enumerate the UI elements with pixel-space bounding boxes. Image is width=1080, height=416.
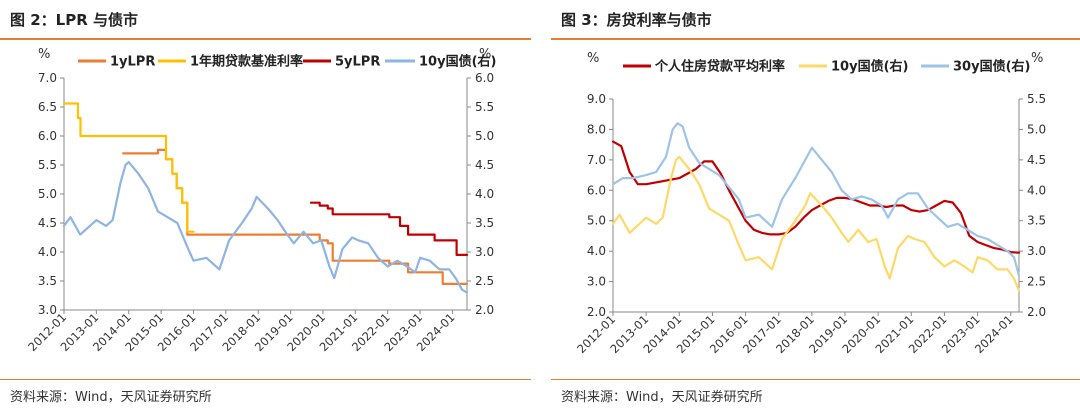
series-line-1	[62, 102, 195, 233]
y-tick-label-right: 3.0	[475, 245, 494, 259]
y-unit-right: %	[479, 47, 491, 62]
y-tick-label-right: 6.0	[475, 71, 494, 85]
title-divider	[551, 38, 1080, 40]
source-divider	[0, 379, 531, 380]
legend-label: 5yLPR	[335, 55, 380, 70]
series-line-3	[62, 161, 469, 294]
chart-title: 图 2：LPR 与债市	[10, 11, 138, 29]
source-note: 资料来源：Wind，天风证券研究所	[561, 390, 763, 405]
y-tick-label-left: 5.0	[587, 214, 606, 228]
y-tick-label-left: 9.0	[587, 92, 606, 106]
y-tick-label-right: 4.0	[475, 187, 494, 201]
y-tick-label-left: 4.0	[587, 244, 606, 258]
legend-label: 10y国债(右)	[831, 59, 908, 75]
y-tick-label-left: 7.0	[587, 153, 606, 167]
y-tick-label-left: 6.0	[38, 129, 57, 143]
legend-label: 个人住房贷款平均利率	[654, 59, 785, 75]
y-tick-label-left: 5.0	[38, 187, 57, 201]
y-tick-label-left: 3.5	[38, 274, 57, 288]
y-tick-label-right: 5.5	[475, 100, 494, 114]
source-note: 资料来源：Wind，天风证券研究所	[10, 390, 212, 405]
series-line-2	[309, 201, 469, 256]
y-tick-label-right: 2.5	[1027, 275, 1046, 289]
legend-label: 1yLPR	[110, 55, 155, 70]
legend-label: 10y国债(右)	[419, 54, 496, 70]
legend-label: 1年期贷款基准利率	[190, 54, 303, 70]
y-tick-label-left: 7.0	[38, 71, 57, 85]
y-tick-label-right: 2.0	[475, 303, 494, 317]
y-tick-label-right: 5.0	[475, 129, 494, 143]
y-tick-label-right: 4.5	[1027, 153, 1046, 167]
chart-lpr-bond: % % 7.0 6.5 6.0 5.5 5.0 4.5 4.0 3.5 3.0 6.0 5.5 5.0 4.…	[25, 47, 496, 354]
series-line-0	[122, 148, 469, 285]
y-tick-label-left: 4.0	[38, 245, 57, 259]
y-unit-right: %	[1031, 51, 1043, 66]
y-unit-left: %	[587, 51, 599, 66]
y-tick-label-right: 2.5	[475, 274, 494, 288]
y-tick-label-left: 6.5	[38, 100, 57, 114]
source-divider	[551, 379, 1080, 380]
series-line-2	[611, 122, 1021, 277]
y-tick-label-left: 2.0	[587, 305, 606, 319]
y-tick-label-right: 3.5	[1027, 214, 1046, 228]
y-tick-label-left: 6.0	[587, 183, 606, 197]
y-tick-label-right: 5.5	[1027, 92, 1046, 106]
y-tick-label-right: 4.0	[1027, 183, 1046, 197]
title-divider	[0, 38, 531, 40]
y-tick-label-left: 5.5	[38, 158, 57, 172]
y-tick-label-left: 8.0	[587, 122, 606, 136]
chart-mortgage-bond: % % 9.0 8.0 7.0 6.0 5.0 4.0 3.0 2.0 5.5 5.0 4.5 4.0 3.…	[574, 51, 1046, 356]
y-unit-left: %	[38, 47, 50, 62]
y-tick-label-right: 3.5	[475, 216, 494, 230]
y-tick-label-right: 5.0	[1027, 122, 1046, 136]
y-tick-label-right: 4.5	[475, 158, 494, 172]
chart-panel-mortgage: 图 3：房贷利率与债市 %% 9.0 8.0 7.0 6.0 5.0 4.0 3.0 2.0 5.…	[551, 0, 1080, 416]
y-tick-label-right: 3.0	[1027, 244, 1046, 258]
series-line-0	[611, 140, 1021, 254]
chart-title: 图 3：房贷利率与债市	[561, 11, 712, 29]
y-tick-label-right: 2.0	[1027, 305, 1046, 319]
y-tick-label-left: 3.0	[38, 303, 57, 317]
chart-panel-lpr: 图 2：LPR 与债市 %% 7.0 6.5 6.0 5.5 5.0 4.5 4.0 3.5 3.…	[0, 0, 531, 416]
series-line-1	[611, 155, 1021, 292]
y-tick-label-left: 4.5	[38, 216, 57, 230]
y-tick-label-left: 3.0	[587, 275, 606, 289]
legend-label: 30y国债(右)	[953, 59, 1030, 75]
